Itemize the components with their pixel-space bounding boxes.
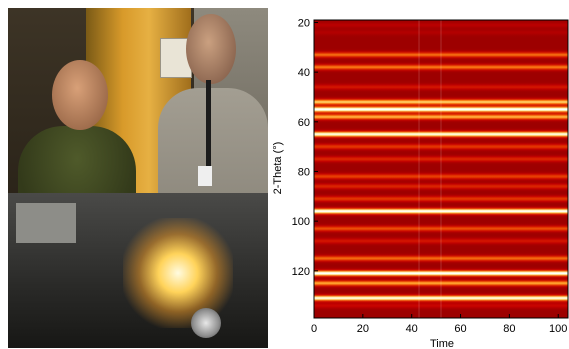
y-axis-label: 2-Theta (°) — [272, 142, 284, 195]
photo-knob — [191, 308, 221, 338]
heatmap-band-108 — [314, 240, 568, 242]
y-axis: 20 40 60 80 100 120 — [292, 17, 318, 278]
heatmap-band-33 — [314, 54, 568, 56]
photo-lanyard — [206, 80, 211, 170]
heatmap-band-24 — [314, 31, 568, 34]
heatmap-band-125 — [314, 282, 568, 284]
heatmap-band-52 — [314, 101, 568, 103]
y-tick-label: 100 — [292, 216, 310, 228]
heatmap-band-91 — [314, 198, 568, 200]
x-axis-label: Time — [430, 338, 454, 349]
y-tick-label: 60 — [298, 117, 310, 129]
heatmap-band-86 — [314, 185, 568, 188]
heatmap-band-55 — [314, 108, 568, 111]
x-axis: 0 20 40 60 80 100 — [311, 314, 567, 335]
x-tick-label: 20 — [357, 323, 369, 335]
photo-apparatus-box — [16, 203, 76, 243]
y-tick-label: 20 — [298, 17, 310, 29]
heatmap-band-21 — [314, 24, 568, 26]
heatmap-band-70 — [314, 145, 568, 148]
heatmap-band-115 — [314, 257, 568, 260]
heatmap-band-65 — [314, 133, 568, 135]
heatmap-band-103 — [314, 227, 568, 230]
photo-person-right-head — [186, 14, 236, 84]
x-tick-label: 40 — [406, 323, 418, 335]
heatmap-plot-area — [313, 19, 569, 319]
heatmap-band-46 — [314, 86, 568, 88]
heatmap-band-131 — [314, 297, 568, 299]
heatmap-band-82 — [314, 175, 568, 178]
heatmap-field — [314, 20, 568, 318]
heatmap-band-121 — [314, 272, 568, 275]
apparatus-photo — [8, 8, 268, 348]
x-tick-label: 0 — [311, 323, 317, 335]
heatmap-band-38 — [314, 66, 568, 68]
photo-lamp-glow — [123, 218, 233, 328]
y-tick-label: 120 — [292, 266, 310, 278]
heatmap-band-96 — [314, 210, 568, 212]
heatmap-band-134 — [314, 304, 568, 307]
x-tick-label: 100 — [549, 323, 567, 335]
photo-person-left-head — [52, 60, 108, 130]
x-tick-label: 80 — [503, 323, 515, 335]
y-tick-label: 40 — [298, 67, 310, 79]
plot-frame — [313, 19, 569, 319]
x-tick-label: 60 — [454, 323, 466, 335]
heatmap-band-75 — [314, 158, 568, 160]
heatmap-band-58 — [314, 116, 568, 118]
y-tick-label: 80 — [298, 166, 310, 178]
photo-badge — [198, 166, 212, 186]
